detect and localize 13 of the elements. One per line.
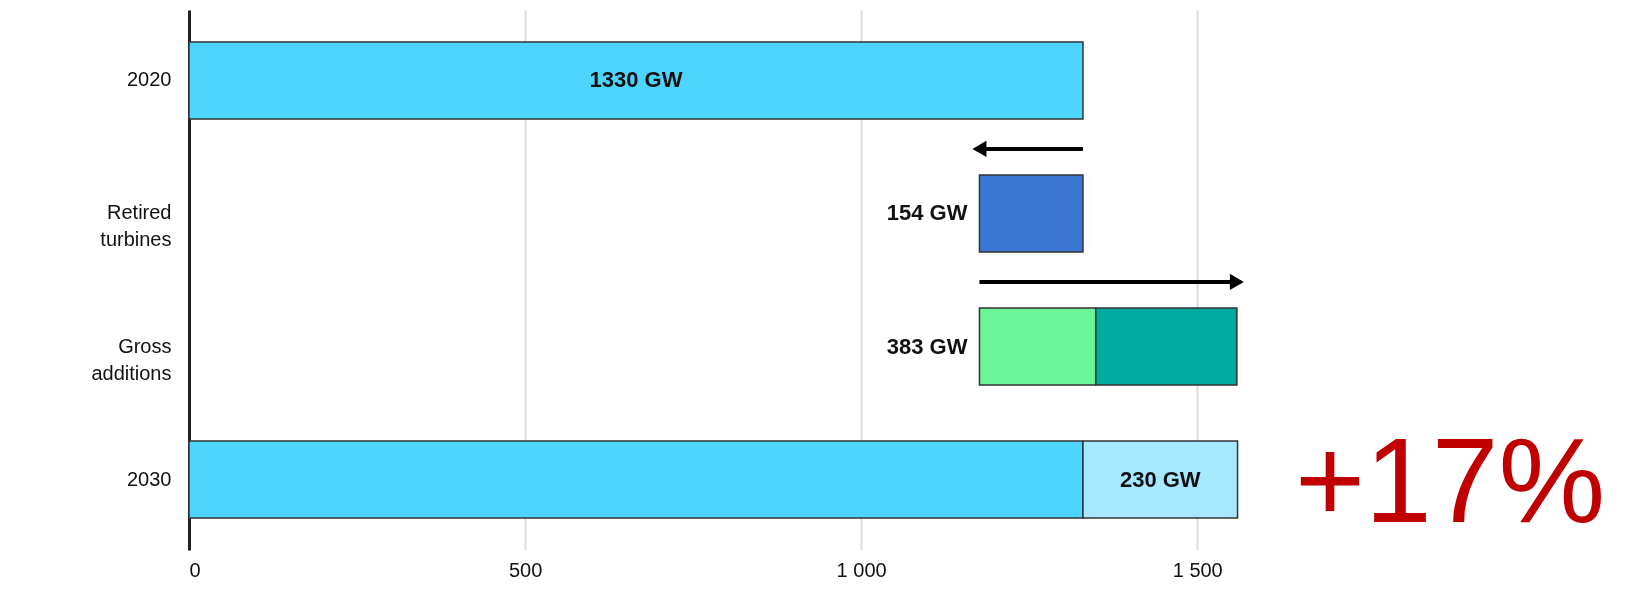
y-tick-label: 2030: [127, 467, 172, 490]
y-tick-label: Retired turbines: [100, 201, 172, 251]
data-label: 1330 GW: [589, 67, 683, 93]
x-tick-label: 1 500: [1172, 558, 1223, 581]
annotation: 383 GW: [886, 333, 968, 359]
x-tick-label: 500: [508, 558, 543, 581]
annotation: 154 GW: [886, 200, 968, 226]
x-tick-label: 0: [189, 558, 201, 581]
y-tick-label: Gross additions: [91, 334, 172, 384]
x-tick-label: 1 000: [836, 558, 887, 581]
data-label: 230 GW: [1119, 466, 1201, 492]
text: +17%: [1295, 413, 1606, 547]
y-tick-label: 2020: [127, 68, 172, 91]
